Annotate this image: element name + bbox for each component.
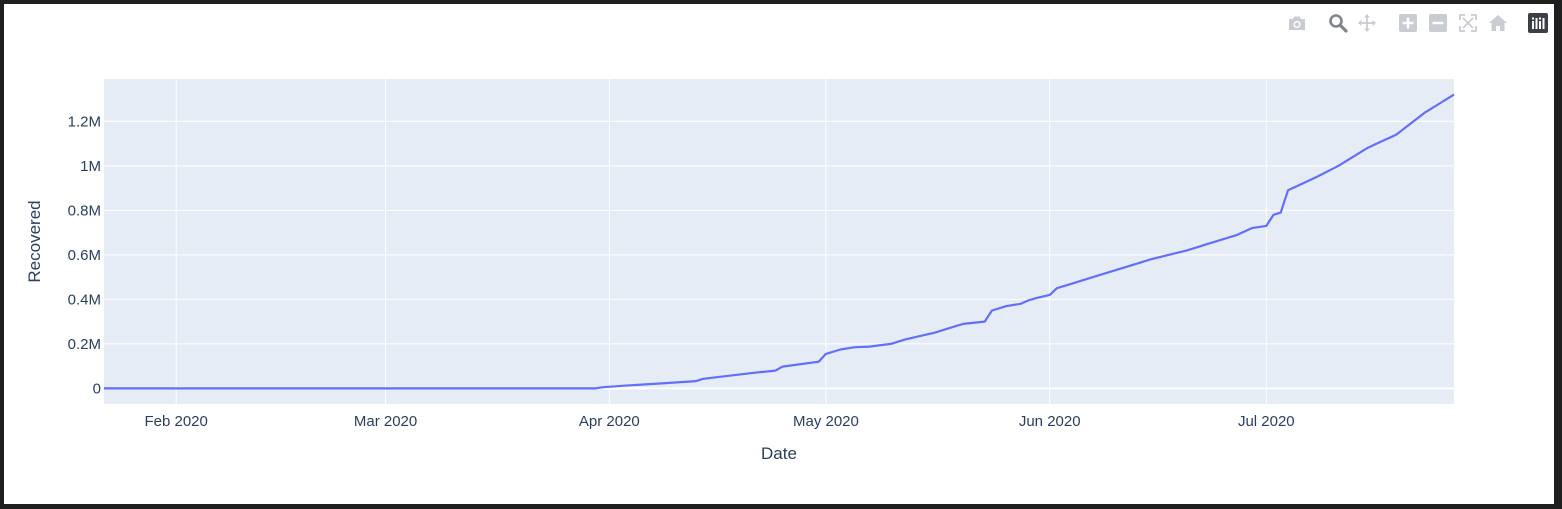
- x-tick-label: May 2020: [793, 413, 859, 430]
- x-tick-label: Jul 2020: [1238, 413, 1295, 430]
- x-gridlines: [175, 79, 1267, 404]
- zoom-out-icon[interactable]: [1427, 12, 1449, 34]
- y-tick-label: 1.2M: [68, 113, 101, 130]
- plot-area[interactable]: [104, 79, 1454, 404]
- y-tick-label: 0.4M: [68, 291, 101, 308]
- reset-axes-icon[interactable]: [1487, 12, 1509, 34]
- autoscale-icon[interactable]: [1457, 12, 1479, 34]
- x-tick-label: Apr 2020: [579, 413, 640, 430]
- x-tick-label: Mar 2020: [354, 413, 417, 430]
- x-axis-title: Date: [761, 444, 797, 463]
- zoom-in-icon[interactable]: [1397, 12, 1419, 34]
- y-axis-title: Recovered: [25, 200, 44, 282]
- x-tick-label: Feb 2020: [144, 413, 207, 430]
- y-tick-label: 0.6M: [68, 247, 101, 264]
- zoom-icon[interactable]: [1327, 12, 1349, 34]
- chart: 0 0.2M 0.4M 0.6M 0.8M 1M 1.2M Feb 2020 Mar 2020…: [25, 79, 1455, 463]
- plotly-logo-icon[interactable]: [1527, 12, 1549, 34]
- pan-icon[interactable]: [1356, 12, 1378, 34]
- plot-container: 0 0.2M 0.4M 0.6M 0.8M 1M 1.2M Feb 2020 Mar 2020…: [4, 4, 1554, 504]
- y-gridlines: [104, 120, 1454, 345]
- y-tick-label: 0.2M: [68, 336, 101, 353]
- camera-icon[interactable]: [1286, 12, 1308, 34]
- y-tick-label: 1M: [80, 158, 101, 175]
- series-layer: [104, 93, 1455, 390]
- x-tick-labels: Feb 2020 Mar 2020 Apr 2020 May 2020 Jun 2020…: [144, 413, 1294, 430]
- series-line-recovered[interactable]: [104, 93, 1455, 390]
- y-tick-label: 0: [93, 380, 101, 397]
- x-tick-label: Jun 2020: [1019, 413, 1081, 430]
- y-tick-label: 0.8M: [68, 202, 101, 219]
- modebar: [4, 4, 1554, 44]
- y-tick-labels: 0 0.2M 0.4M 0.6M 0.8M 1M 1.2M: [68, 113, 101, 397]
